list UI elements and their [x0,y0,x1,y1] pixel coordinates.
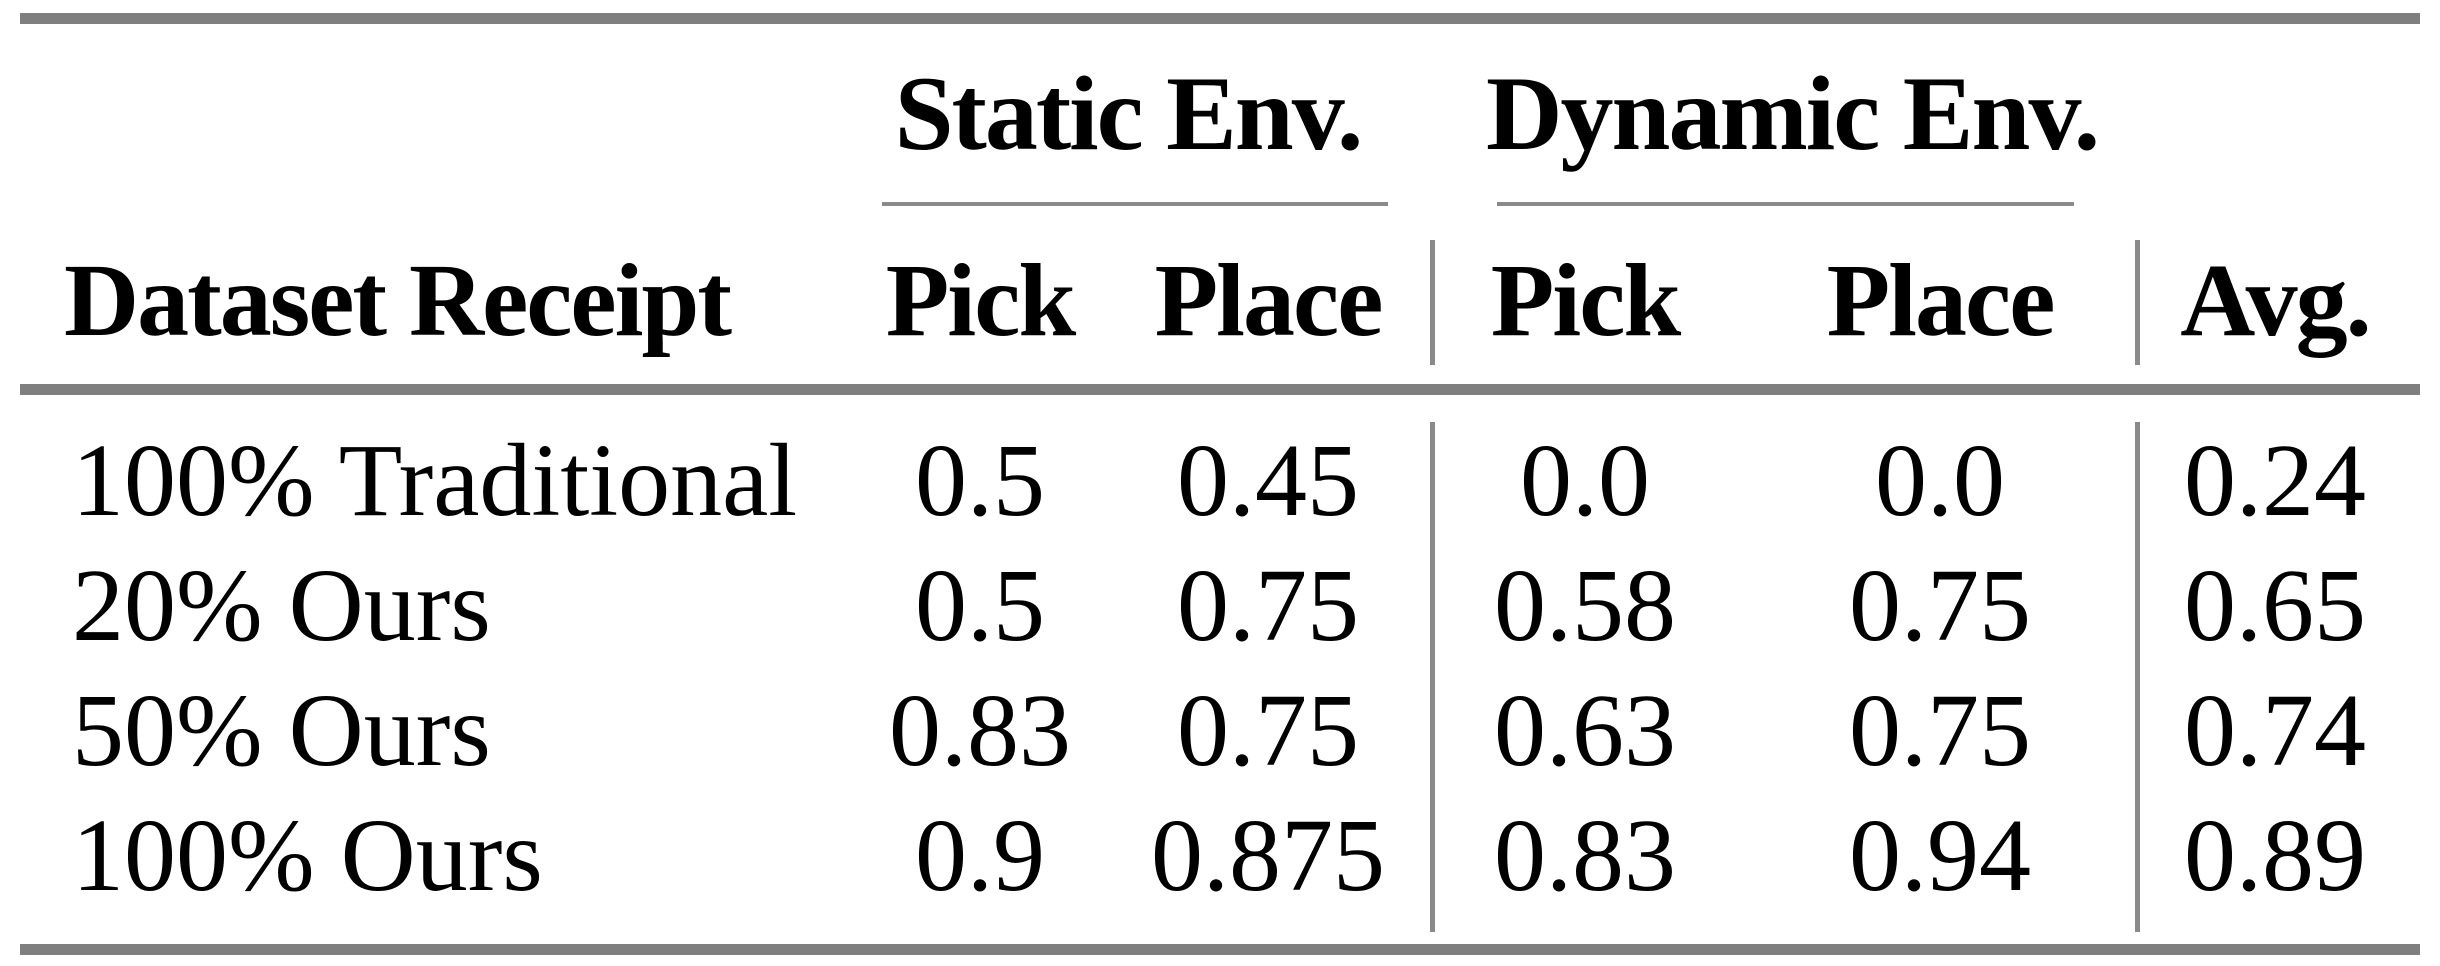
column-header-dynamic-pick: Pick [1490,243,1681,358]
group-header-dynamic-env: Dynamic Env. [1486,55,2100,172]
cell-static-place: 0.75 [1177,673,1359,788]
cell-static-pick: 0.9 [915,798,1045,913]
row-label: 100% Ours [72,798,543,913]
cell-static-place: 0.75 [1177,548,1359,663]
cell-static-pick: 0.5 [915,423,1045,538]
cell-static-pick: 0.83 [889,673,1071,788]
table-row: 50% Ours 0.83 0.75 0.63 0.75 0.74 [0,668,2440,793]
cell-dynamic-pick: 0.58 [1494,548,1676,663]
cell-avg: 0.24 [2184,423,2366,538]
table-row: 20% Ours 0.5 0.75 0.58 0.75 0.65 [0,543,2440,668]
cell-avg: 0.89 [2184,798,2366,913]
bottom-rule [20,944,2420,955]
vertical-separator-dynamic-avg-body [2135,422,2140,932]
row-label: 100% Traditional [72,423,798,538]
column-header-dataset-receipt: Dataset Receipt [64,243,732,358]
cell-static-pick: 0.5 [915,548,1045,663]
vertical-separator-static-dynamic-header [1430,240,1435,365]
table-row: 100% Traditional 0.5 0.45 0.0 0.0 0.24 [0,418,2440,543]
column-header-avg: Avg. [2180,243,2371,358]
cell-avg: 0.74 [2184,673,2366,788]
row-label: 20% Ours [72,548,491,663]
group-header-static-env: Static Env. [894,55,1364,172]
cell-avg: 0.65 [2184,548,2366,663]
cell-dynamic-pick: 0.63 [1494,673,1676,788]
cell-dynamic-pick: 0.0 [1520,423,1650,538]
column-header-dynamic-place: Place [1826,243,2056,358]
column-header-static-place: Place [1154,243,1384,358]
column-header-static-pick: Pick [885,243,1076,358]
row-label: 50% Ours [72,673,491,788]
cell-static-place: 0.45 [1177,423,1359,538]
cell-dynamic-place: 0.75 [1849,673,2031,788]
cell-dynamic-place: 0.0 [1875,423,2005,538]
table-row: 100% Ours 0.9 0.875 0.83 0.94 0.89 [0,793,2440,918]
cell-dynamic-place: 0.75 [1849,548,2031,663]
top-rule [20,13,2420,24]
cmidrule-static-env [882,202,1388,206]
vertical-separator-dynamic-avg-header [2135,240,2140,365]
cell-dynamic-pick: 0.83 [1494,798,1676,913]
cmidrule-dynamic-env [1497,202,2074,206]
cell-dynamic-place: 0.94 [1849,798,2031,913]
vertical-separator-static-dynamic-body [1430,422,1435,932]
header-midrule [20,384,2420,395]
cell-static-place: 0.875 [1151,798,1385,913]
